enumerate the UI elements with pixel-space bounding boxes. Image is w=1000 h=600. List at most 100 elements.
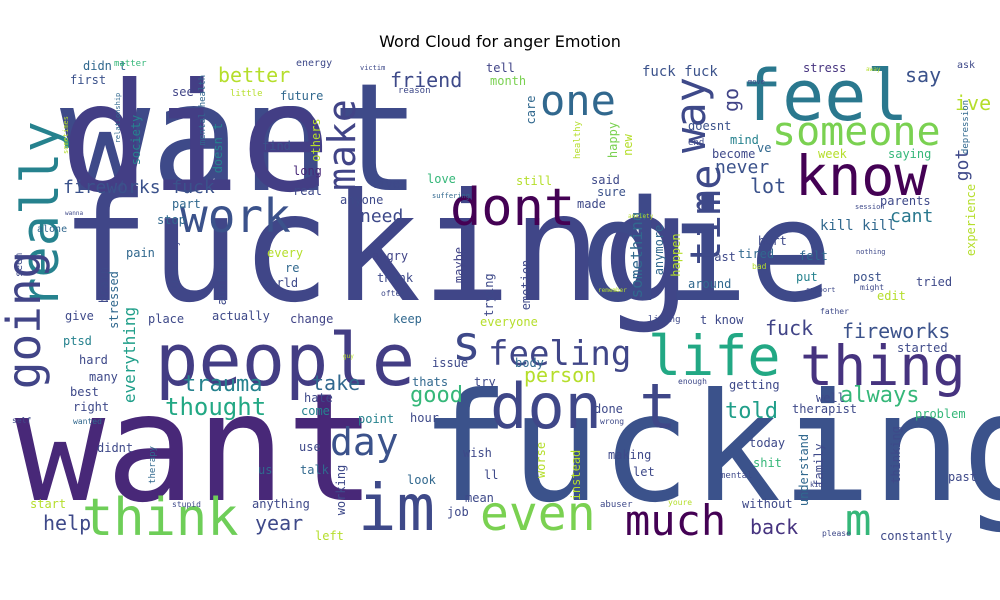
word-started: started bbox=[897, 341, 948, 355]
word-fuck-fuck: fuck fuck bbox=[642, 64, 718, 80]
word-little: little bbox=[230, 89, 263, 99]
word-alone: alone bbox=[37, 224, 67, 235]
word-healthy: healthy bbox=[573, 120, 583, 159]
word-saying: saying bbox=[888, 147, 931, 161]
word-sure: sure bbox=[597, 185, 626, 199]
word-feel: feel bbox=[740, 55, 909, 137]
word-make: make bbox=[320, 99, 364, 191]
word-hard: hard bbox=[79, 353, 108, 367]
word-find: find bbox=[262, 139, 291, 153]
word-left: left bbox=[315, 529, 344, 543]
word-victim: victim bbox=[360, 64, 385, 72]
word-good: good bbox=[410, 383, 463, 408]
word-hour: hour bbox=[410, 411, 439, 425]
word-energy: energy bbox=[296, 58, 332, 69]
word-working: working bbox=[334, 465, 348, 516]
word-every: every bbox=[267, 246, 303, 260]
word-work: work bbox=[180, 189, 291, 243]
word-kid: kid bbox=[810, 481, 823, 489]
word-stop: stop bbox=[157, 213, 186, 227]
word-emotion: emotion bbox=[519, 260, 533, 311]
word-made: made bbox=[577, 197, 606, 211]
word-keep: keep bbox=[393, 312, 422, 326]
word-much: much bbox=[625, 496, 726, 545]
word-long: long bbox=[293, 164, 322, 178]
word-world: world bbox=[262, 276, 298, 290]
word-living: living bbox=[648, 315, 681, 325]
word-doesnt: doesnt bbox=[688, 119, 731, 133]
word-use: use bbox=[299, 440, 321, 454]
word-wrong: wrong bbox=[600, 417, 624, 426]
word-someone: someone bbox=[772, 109, 941, 155]
word-start: start bbox=[30, 497, 66, 511]
word-fireworks: fireworks bbox=[842, 319, 950, 343]
word-people: people bbox=[155, 318, 415, 402]
word-real: real bbox=[293, 184, 322, 198]
word-thats: thats bbox=[412, 375, 448, 389]
word-said: said bbox=[591, 173, 620, 187]
word-let: let bbox=[633, 465, 655, 479]
word-post: post bbox=[853, 270, 882, 284]
word-year: year bbox=[255, 511, 303, 535]
word-everyone: everyone bbox=[480, 315, 538, 329]
word-literally: literally bbox=[171, 240, 181, 289]
word-thing: thing bbox=[800, 334, 966, 398]
word-want: want bbox=[60, 52, 421, 226]
word-care: care bbox=[524, 96, 538, 125]
word-month: month bbox=[490, 74, 526, 88]
word-mental-health: mental health bbox=[198, 75, 208, 145]
word-t-know: t know bbox=[700, 313, 744, 327]
word-ptsd: ptsd bbox=[63, 334, 92, 348]
word-trying: trying bbox=[482, 273, 496, 316]
word-become: become bbox=[712, 147, 755, 161]
word-support: support bbox=[806, 286, 836, 294]
word-person: person bbox=[524, 363, 596, 387]
word-week: week bbox=[818, 147, 848, 161]
word-today: today bbox=[749, 436, 785, 450]
word-want: want bbox=[15, 362, 376, 536]
word-matter: matter bbox=[114, 59, 147, 69]
word-past: past bbox=[948, 470, 977, 484]
word-tell: tell bbox=[486, 61, 515, 75]
word-new: new bbox=[621, 133, 635, 155]
word-something: something bbox=[627, 212, 646, 299]
word-ll: ll bbox=[484, 468, 498, 482]
word-right: right bbox=[73, 400, 109, 414]
word-try: try bbox=[474, 375, 496, 389]
word-fucking: fucking bbox=[420, 362, 1000, 536]
word-know: know bbox=[795, 144, 928, 208]
word-nothing: nothing bbox=[856, 248, 886, 256]
word-trauma: trauma bbox=[183, 372, 262, 397]
word-die: die bbox=[580, 171, 833, 334]
word-don-t: don t bbox=[490, 370, 677, 443]
word-instead: instead bbox=[569, 450, 583, 501]
word-lot: lot bbox=[750, 174, 786, 198]
word-worse: worse bbox=[534, 442, 548, 478]
word-actually: actually bbox=[212, 309, 270, 323]
word-happen: happen bbox=[669, 233, 683, 276]
word-body: body bbox=[515, 356, 544, 370]
word-parents: parents bbox=[880, 194, 931, 208]
word-die: die bbox=[60, 52, 331, 226]
word-enough: enough bbox=[678, 377, 707, 386]
word-another: another bbox=[215, 255, 229, 306]
word-anyone: anyone bbox=[340, 193, 383, 207]
word-thank: thank bbox=[377, 271, 414, 285]
word-think: think bbox=[82, 488, 239, 548]
word-anymore: anymore bbox=[652, 225, 666, 276]
word-getting: getting bbox=[729, 378, 780, 392]
word-point: point bbox=[358, 412, 394, 426]
word-thinking: thinking bbox=[889, 426, 903, 484]
word-m: m bbox=[845, 495, 872, 546]
word-done: done bbox=[594, 402, 623, 416]
word-society: society bbox=[129, 115, 143, 166]
word-sometimes: sometimes bbox=[62, 116, 70, 154]
word-better: better bbox=[218, 63, 290, 87]
word-last: last bbox=[707, 250, 736, 264]
word-understand: understand bbox=[797, 434, 811, 506]
word-angry: angry bbox=[372, 249, 408, 263]
word-help: help bbox=[43, 511, 91, 535]
word-cant: cant bbox=[890, 206, 933, 227]
word-experience: experience bbox=[964, 184, 978, 256]
word-fireworks-fuck: fireworks fuck bbox=[63, 177, 215, 198]
